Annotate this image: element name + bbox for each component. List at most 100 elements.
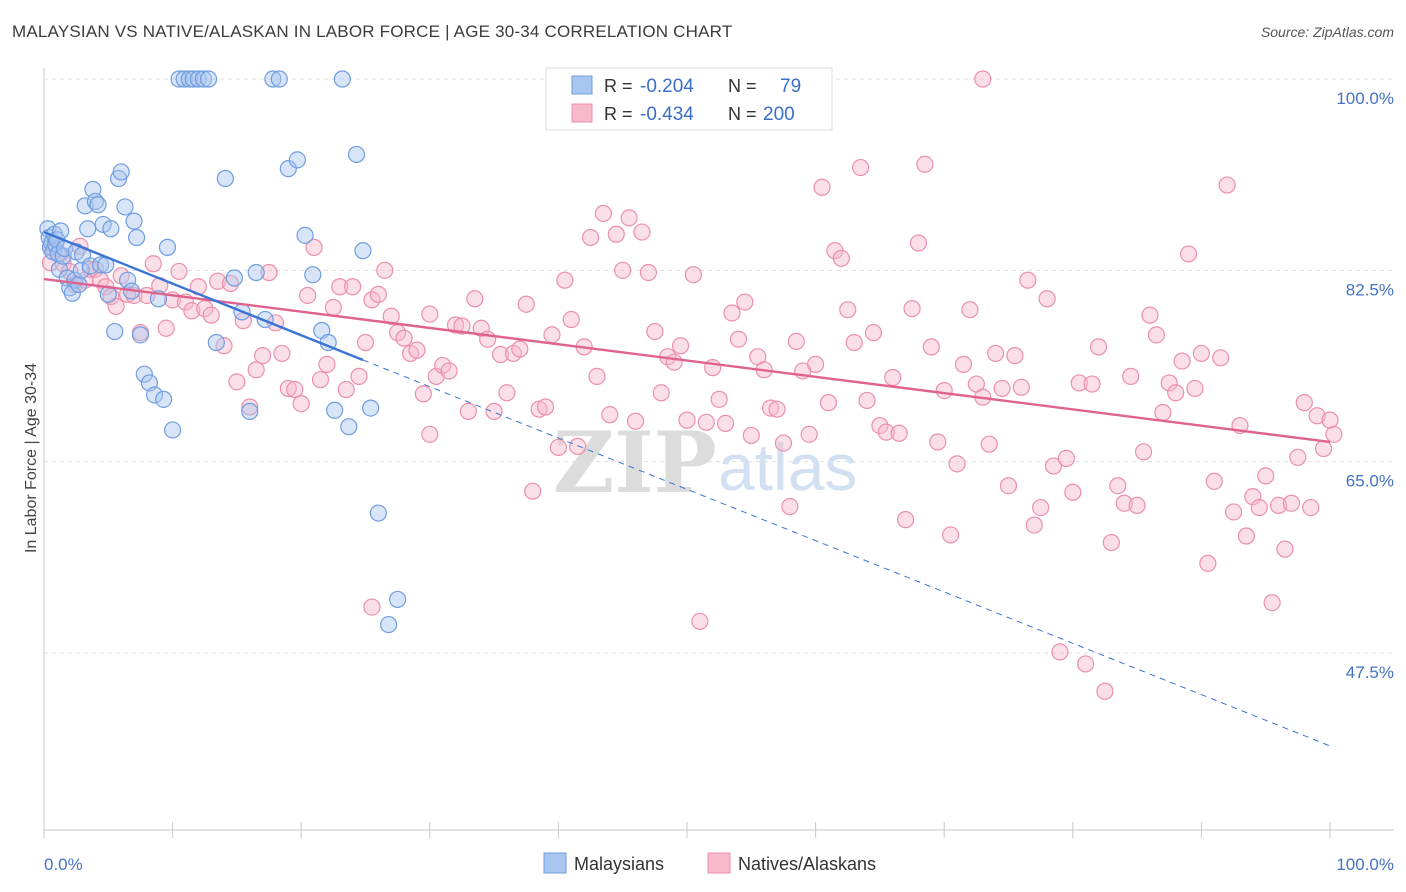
native-alaskan-point <box>1302 498 1320 517</box>
malaysian-point <box>200 70 218 88</box>
malaysian-point <box>304 266 322 284</box>
native-alaskan-point <box>929 433 947 451</box>
native-alaskan-point <box>356 333 375 352</box>
malaysian-point <box>389 590 407 609</box>
malaysian-point <box>216 169 234 188</box>
native-alaskan-point <box>710 390 728 408</box>
chart-title: MALAYSIAN VS NATIVE/ALASKAN IN LABOR FOR… <box>12 22 733 41</box>
y-tick-label: 47.5% <box>1346 663 1394 682</box>
native-alaskan-point <box>1089 338 1108 356</box>
native-alaskan-point <box>1276 540 1294 558</box>
native-alaskan-point <box>369 285 387 303</box>
malaysians-points <box>39 70 407 634</box>
native-alaskan-point <box>1096 682 1114 700</box>
native-alaskan-point <box>324 298 342 317</box>
malaysians-trend-extension <box>362 359 1331 747</box>
native-alaskan-point <box>839 301 857 319</box>
native-alaskan-point <box>524 482 542 500</box>
legend-swatch-malaysians <box>571 75 593 95</box>
native-alaskan-point <box>395 329 413 347</box>
native-alaskan-point <box>1160 374 1178 392</box>
native-alaskan-point <box>1263 594 1281 612</box>
native-alaskan-point <box>813 178 831 196</box>
malaysian-point <box>127 228 146 247</box>
native-alaskan-point <box>942 526 960 544</box>
y-axis-title: In Labor Force | Age 30-34 <box>23 363 40 553</box>
native-alaskan-point <box>1128 496 1146 514</box>
native-alaskan-point <box>1057 449 1075 467</box>
native-alaskan-point <box>1250 498 1268 517</box>
native-alaskan-point <box>260 263 278 282</box>
native-alaskan-point <box>549 438 568 457</box>
native-alaskan-point <box>742 426 760 445</box>
native-alaskan-point <box>819 394 838 412</box>
native-alaskan-point <box>1102 533 1120 552</box>
malaysian-point <box>194 70 213 88</box>
native-alaskan-point <box>1077 655 1095 673</box>
native-alaskan-point <box>954 355 973 373</box>
native-alaskan-point <box>588 367 606 385</box>
native-alaskan-point <box>1224 503 1243 521</box>
native-alaskan-point <box>916 155 934 173</box>
native-alaskan-point <box>646 322 664 341</box>
malaysian-point <box>106 322 124 341</box>
malaysian-point <box>158 238 177 256</box>
native-alaskan-point <box>530 400 548 418</box>
legend-n-value-1: 79 <box>780 76 801 97</box>
native-alaskan-point <box>961 301 979 319</box>
legend-r-label-1: R = <box>604 76 633 96</box>
malaysian-point <box>164 421 182 439</box>
native-alaskan-point <box>601 406 619 424</box>
native-alaskan-point <box>852 158 870 177</box>
native-alaskan-point <box>286 380 304 399</box>
native-alaskan-point <box>1192 344 1211 363</box>
native-alaskan-point <box>517 295 535 313</box>
malaysian-point <box>91 256 110 274</box>
legend-r-value-1: -0.204 <box>640 76 694 97</box>
malaysian-point <box>380 615 398 634</box>
native-alaskan-point <box>1032 498 1050 517</box>
native-alaskan-point <box>485 402 503 420</box>
native-alaskan-point <box>1012 378 1030 396</box>
malaysian-point <box>347 145 366 164</box>
native-alaskan-point <box>556 271 574 289</box>
native-alaskan-point <box>665 353 683 371</box>
native-alaskan-point <box>157 319 175 337</box>
native-alaskan-point <box>761 399 780 417</box>
native-alaskan-point <box>1154 403 1172 422</box>
native-alaskan-point <box>1289 448 1307 466</box>
native-alaskan-point <box>170 262 188 281</box>
native-alaskan-point <box>845 333 863 352</box>
malaysian-point <box>333 70 351 88</box>
legend-n-label-1: N = <box>728 76 757 96</box>
malaysian-point <box>112 163 130 181</box>
native-alaskan-point <box>620 209 638 227</box>
native-alaskan-point <box>832 249 850 267</box>
natives-trend-line <box>43 277 1331 444</box>
native-alaskan-point <box>292 395 310 413</box>
malaysian-point <box>369 504 387 522</box>
native-alaskan-point <box>1115 494 1133 512</box>
malaysian-point <box>63 284 81 302</box>
native-alaskan-point <box>107 297 125 316</box>
natives-alaskans-points <box>41 70 1343 700</box>
native-alaskan-point <box>241 398 259 416</box>
native-alaskan-point <box>440 362 458 380</box>
native-alaskan-point <box>209 272 227 290</box>
native-alaskan-point <box>498 384 516 402</box>
native-alaskan-point <box>922 338 940 356</box>
legend-n-value-2: 200 <box>763 104 795 125</box>
native-alaskan-point <box>491 345 510 364</box>
x-tick-label-min: 0.0% <box>44 855 83 874</box>
malaysian-point <box>89 196 107 214</box>
native-alaskan-point <box>466 290 484 308</box>
native-alaskan-point <box>1044 457 1063 475</box>
native-alaskan-point <box>472 319 490 337</box>
native-alaskan-point <box>806 355 825 373</box>
native-alaskan-point <box>639 263 658 282</box>
malaysian-point <box>340 418 358 436</box>
trend-lines <box>43 230 1331 747</box>
native-alaskan-point <box>569 437 587 455</box>
bottom-legend-swatch-malaysians <box>543 852 567 874</box>
native-alaskan-point <box>607 225 625 243</box>
